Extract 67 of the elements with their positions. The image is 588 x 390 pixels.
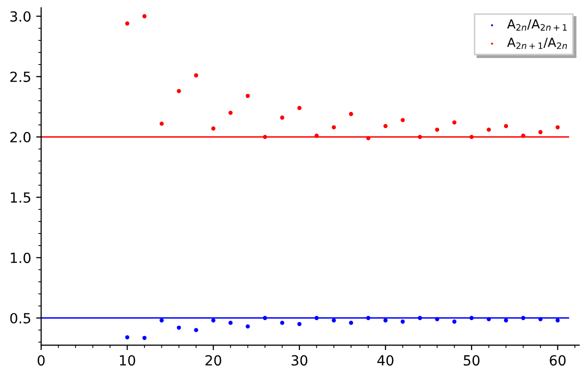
point [504,318,508,322]
point [348,320,354,325]
point [366,136,370,140]
point [452,120,456,125]
x-tick-label: 60 [550,355,566,366]
point [383,318,388,322]
point [194,73,198,78]
point [486,317,491,322]
point [469,134,474,140]
point [366,316,370,320]
point [383,124,388,128]
point [228,110,233,115]
point [418,134,422,140]
legend-label: A$_{2n+1}$/A$_{2n}$ [507,38,567,49]
point [125,21,130,26]
x-tick-label: 10 [120,355,136,366]
y-tick-label: 1.0 [10,252,31,264]
point [556,318,560,322]
x-tick-label: 20 [206,355,222,366]
point [142,14,147,18]
point [314,316,319,320]
point [160,318,164,322]
legend-label: A$_{2n}$/A$_{2n+1}$ [507,19,567,31]
point [211,126,216,131]
y-tick-label: 2.5 [10,72,30,82]
point [125,335,130,340]
point [280,320,284,325]
point [435,128,440,132]
point [194,328,198,332]
point [176,89,181,94]
point [400,118,405,122]
point [538,317,543,322]
y-tick-label: 2.0 [10,132,31,142]
point [176,326,181,330]
point [297,106,302,110]
point [314,134,319,138]
point [469,316,474,320]
point [400,320,405,324]
point [556,125,560,130]
point [348,112,354,116]
point [211,318,216,322]
point [262,316,268,320]
point [538,130,543,134]
x-tick-label: 0 [38,355,45,366]
point [297,322,302,326]
point [521,134,526,138]
x-tick-label: 40 [377,355,394,366]
x-tick-label: 50 [464,355,480,366]
x-tick-label: 30 [292,355,308,366]
point [262,134,268,140]
point [418,316,422,320]
point [332,318,336,322]
y-tick-label: 0.5 [10,312,30,324]
point [504,124,508,128]
y-tick-label: 1.5 [10,192,30,203]
point [246,324,250,329]
y-tick-label: 3.0 [10,11,31,22]
point [332,125,336,130]
point [160,122,164,126]
point [435,317,440,322]
point [228,320,233,325]
point [486,128,491,132]
point [452,320,456,324]
point [280,116,284,120]
point [246,94,250,98]
point [521,316,526,320]
point [142,336,147,340]
